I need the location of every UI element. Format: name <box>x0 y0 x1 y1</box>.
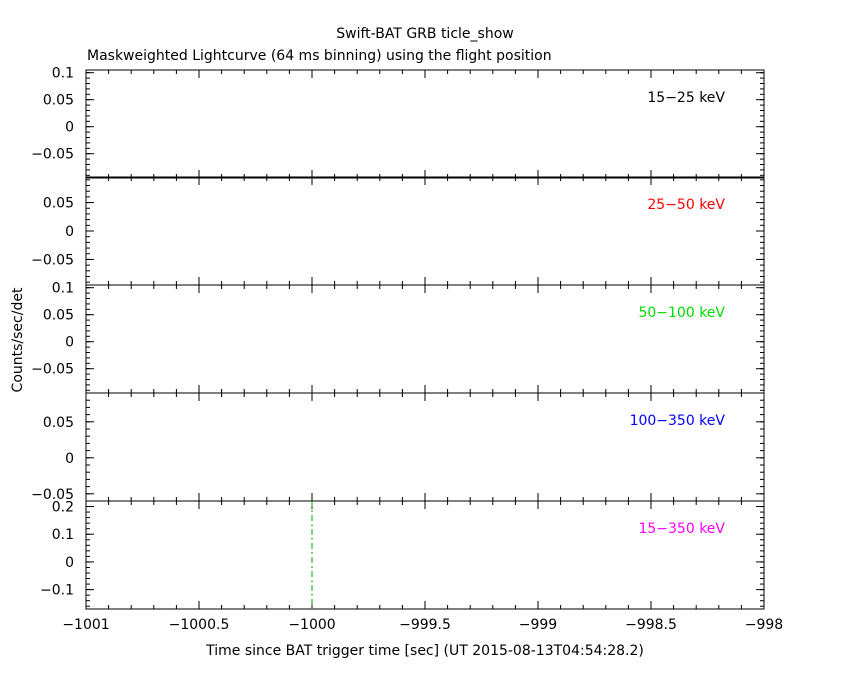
x-tick-label: −1000.5 <box>169 617 230 633</box>
y-tick-label: 0.05 <box>43 93 74 109</box>
y-tick-label: −0.05 <box>31 252 74 268</box>
panel-frame <box>85 284 765 394</box>
y-tick-label: 0.05 <box>43 196 74 212</box>
y-tick-label: 0.2 <box>52 500 74 516</box>
y-tick-label: −0.05 <box>31 487 74 503</box>
chart-subtitle: Maskweighted Lightcurve (64 ms binning) … <box>87 48 552 64</box>
y-tick-label: −0.1 <box>40 583 74 599</box>
x-axis-label: Time since BAT trigger time [sec] (UT 20… <box>205 643 644 659</box>
x-tick-label: −1000 <box>288 617 335 633</box>
y-tick-label: 0 <box>65 555 74 571</box>
x-tick-label: −999.5 <box>399 617 451 633</box>
panel-frame <box>85 500 765 610</box>
y-tick-label: −0.05 <box>31 147 74 163</box>
panel-frame <box>85 392 765 502</box>
energy-band-label: 100−350 keV <box>630 413 726 429</box>
energy-band-label: 15−350 keV <box>638 521 725 537</box>
panel-frame <box>85 176 765 286</box>
energy-band-label: 25−50 keV <box>647 197 725 213</box>
y-axis-label: Counts/sec/det <box>10 287 26 392</box>
x-tick-label: −998 <box>745 617 783 633</box>
chart-title: Swift-BAT GRB ticle_show <box>336 26 513 42</box>
y-tick-label: 0.1 <box>52 66 74 82</box>
y-tick-label: 0.05 <box>43 415 74 431</box>
x-tick-label: −999 <box>519 617 557 633</box>
panels-group: −0.05 0 0.05 0.1 15−25 keV −0.05 0 0.05 25−50 ke… <box>31 66 783 633</box>
energy-band-label: 15−25 keV <box>647 90 725 106</box>
panel-frame <box>85 69 765 179</box>
x-tick-label: −1001 <box>62 617 109 633</box>
energy-band-label: 50−100 keV <box>638 305 725 321</box>
y-tick-label: 0 <box>65 335 74 351</box>
y-tick-label: 0.05 <box>43 308 74 324</box>
y-tick-label: 0 <box>65 224 74 240</box>
y-tick-label: 0.1 <box>52 527 74 543</box>
x-tick-label: −998.5 <box>625 617 677 633</box>
y-tick-label: 0.1 <box>52 281 74 297</box>
y-tick-label: 0 <box>65 120 74 136</box>
y-tick-label: −0.05 <box>31 362 74 378</box>
y-tick-label: 0 <box>65 451 74 467</box>
